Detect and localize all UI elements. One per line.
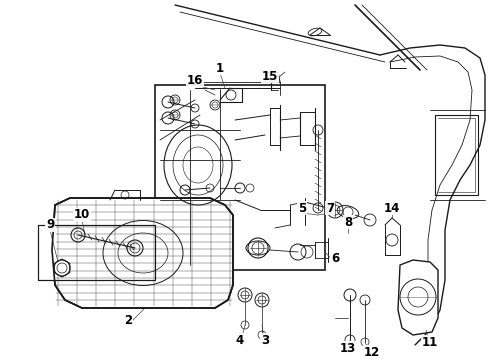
Text: 6: 6	[331, 252, 339, 265]
Polygon shape	[52, 198, 233, 308]
Text: 13: 13	[340, 342, 356, 355]
Polygon shape	[398, 260, 438, 335]
Text: 10: 10	[74, 208, 90, 221]
Text: 1: 1	[216, 62, 224, 75]
Text: 3: 3	[261, 333, 269, 346]
Polygon shape	[38, 225, 155, 280]
Polygon shape	[54, 259, 70, 277]
Text: 8: 8	[344, 216, 352, 229]
Text: 2: 2	[124, 314, 132, 327]
Text: 15: 15	[262, 69, 278, 82]
Text: 11: 11	[422, 336, 438, 348]
Text: 4: 4	[236, 333, 244, 346]
Text: 14: 14	[384, 202, 400, 215]
Text: 16: 16	[187, 73, 203, 86]
Text: 5: 5	[298, 202, 306, 215]
Text: 9: 9	[46, 219, 54, 231]
Text: 7: 7	[326, 202, 334, 215]
Text: 12: 12	[364, 346, 380, 359]
Bar	[155, 85, 325, 270]
